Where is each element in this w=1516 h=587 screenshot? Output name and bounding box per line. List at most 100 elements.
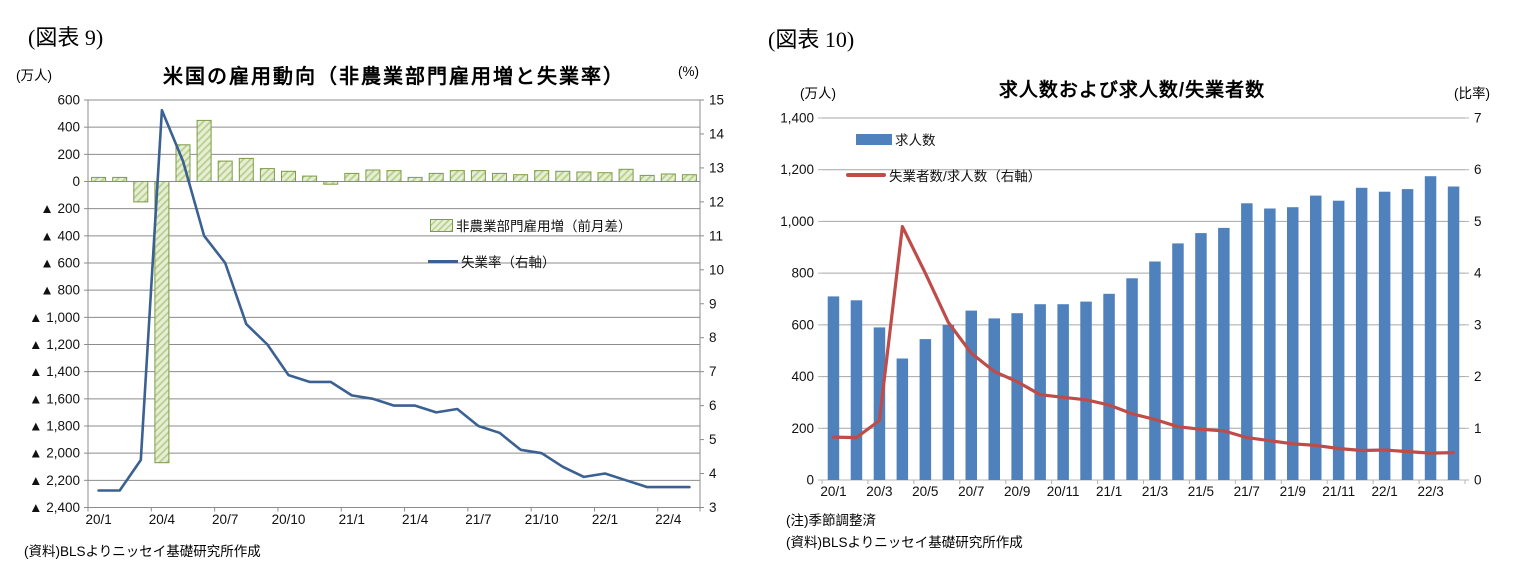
- svg-text:▲ 1,600: ▲ 1,600: [29, 391, 80, 406]
- figure10-title: 求人数および求人数/失業者数: [998, 80, 1266, 101]
- figure9-legend-line-item: 失業率（右軸）: [428, 251, 556, 271]
- bar: [513, 174, 529, 182]
- svg-text:20/7: 20/7: [212, 512, 238, 527]
- svg-text:7: 7: [1474, 111, 1482, 126]
- bar: [1310, 195, 1322, 480]
- bar: [407, 176, 423, 183]
- figure9-left-axis-unit: (万人): [16, 68, 52, 83]
- bar: [1149, 261, 1161, 480]
- bar: [281, 170, 296, 183]
- bar: [428, 172, 444, 183]
- svg-text:21/7: 21/7: [1234, 484, 1260, 499]
- figure9-source: (資料)BLSよりニッセイ基礎研究所作成: [24, 544, 261, 559]
- bar: [618, 168, 634, 183]
- svg-text:2: 2: [1474, 369, 1482, 384]
- svg-text:600: 600: [791, 317, 814, 332]
- axis-ticks: [818, 117, 1469, 484]
- bar: [302, 175, 318, 182]
- bar: [344, 172, 360, 183]
- svg-text:21/1: 21/1: [339, 512, 365, 527]
- svg-text:21/5: 21/5: [1188, 484, 1214, 499]
- bar: [873, 327, 886, 480]
- bar: [1011, 313, 1023, 480]
- svg-text:0: 0: [1474, 473, 1482, 488]
- bar: [470, 170, 486, 182]
- bar: [1103, 293, 1115, 480]
- figure10-header: (図表 10): [768, 27, 855, 52]
- svg-text:▲ 2,000: ▲ 2,000: [29, 446, 80, 461]
- bar: [1080, 301, 1092, 480]
- figure9-plot: 600 400 200 0 ▲ 200 ▲ 400 ▲ 600 ▲ 800 ▲ 1,000 ▲ 1…: [29, 93, 725, 528]
- bar: [850, 300, 863, 480]
- x-axis-labels: 20/1 20/3 20/5 20/7 20/9 20/11 21/1 21/3 21/5 21/…: [820, 484, 1443, 499]
- figure10-legend-line-item: 失業者数/求人数（右軸）: [846, 165, 1041, 185]
- svg-text:20/5: 20/5: [912, 484, 938, 499]
- svg-text:1,400: 1,400: [780, 111, 814, 126]
- bar: [576, 171, 592, 182]
- svg-text:800: 800: [791, 266, 814, 281]
- bar: [259, 168, 275, 182]
- svg-text:20/1: 20/1: [820, 484, 846, 499]
- bar: [449, 170, 465, 182]
- openings-bar-swatch-icon: [856, 133, 892, 145]
- svg-text:20/10: 20/10: [272, 512, 306, 527]
- y-axis-labels-right: 15 14 13 12 11 10 9 8 7 6 5 4 3: [709, 93, 725, 516]
- svg-text:7: 7: [709, 364, 717, 379]
- bar: [597, 172, 613, 182]
- bar: [555, 170, 571, 183]
- bar: [1401, 189, 1414, 480]
- bar: [1057, 304, 1069, 480]
- figure9-legend-bar-item: 非農業部門雇用増（前月差）: [430, 215, 632, 235]
- svg-text:5: 5: [1474, 214, 1482, 229]
- svg-text:6: 6: [709, 398, 717, 413]
- svg-text:21/11: 21/11: [1322, 484, 1355, 499]
- figure10-legend-line-label: 失業者数/求人数（右軸）: [889, 169, 1042, 184]
- svg-text:20/1: 20/1: [85, 512, 111, 527]
- payroll-bar-swatch-icon: [430, 218, 453, 232]
- svg-text:20/4: 20/4: [149, 512, 176, 527]
- svg-text:20/11: 20/11: [1047, 484, 1080, 499]
- svg-text:22/3: 22/3: [1417, 484, 1443, 499]
- bar: [133, 181, 149, 203]
- svg-text:22/1: 22/1: [592, 512, 618, 527]
- svg-text:600: 600: [57, 93, 80, 108]
- bar: [365, 169, 381, 182]
- bar: [238, 157, 254, 183]
- bar: [1355, 187, 1368, 481]
- svg-text:▲ 1,200: ▲ 1,200: [29, 337, 80, 352]
- bar: [681, 174, 697, 182]
- svg-text:▲ 2,200: ▲ 2,200: [29, 473, 80, 488]
- figure10-right-axis-unit: (比率): [1454, 86, 1490, 101]
- figure9-title: 米国の雇用動向（非農業部門雇用増と失業率）: [163, 66, 625, 88]
- bar: [942, 324, 955, 480]
- svg-text:0: 0: [806, 473, 814, 488]
- svg-text:6: 6: [1474, 162, 1482, 177]
- svg-text:22/1: 22/1: [1371, 484, 1397, 499]
- bar: [1424, 176, 1437, 480]
- svg-text:▲ 400: ▲ 400: [40, 228, 80, 243]
- svg-text:15: 15: [709, 93, 724, 108]
- svg-text:▲ 1,800: ▲ 1,800: [29, 419, 80, 434]
- unemployment-line-swatch-icon: [428, 259, 458, 263]
- figure9-right-axis-unit: (%): [678, 64, 699, 79]
- svg-text:200: 200: [57, 147, 80, 162]
- figure10-legend-bar-label: 求人数: [895, 133, 936, 148]
- svg-text:3: 3: [1474, 317, 1482, 332]
- svg-text:20/3: 20/3: [866, 484, 892, 499]
- figure9-legend-line-label: 失業率（右軸）: [461, 255, 556, 270]
- bar: [827, 296, 840, 480]
- bar: [1218, 227, 1230, 480]
- svg-text:▲ 800: ▲ 800: [40, 283, 80, 298]
- y-axis-labels-left: 1,400 1,200 1,000 800 600 400 200 0: [780, 111, 814, 488]
- svg-text:▲ 200: ▲ 200: [40, 201, 80, 216]
- figure10-source: (資料)BLSよりニッセイ基礎研究所作成: [786, 535, 1023, 550]
- y-axis-labels-left: 600 400 200 0 ▲ 200 ▲ 400 ▲ 600 ▲ 800 ▲ 1,000 ▲ 1…: [29, 93, 80, 516]
- bar: [919, 339, 932, 480]
- bar: [1287, 207, 1299, 480]
- axis-ticks: [84, 99, 704, 512]
- svg-text:21/7: 21/7: [465, 512, 491, 527]
- bar: [1378, 191, 1391, 480]
- bar: [112, 176, 128, 183]
- svg-text:11: 11: [709, 228, 723, 243]
